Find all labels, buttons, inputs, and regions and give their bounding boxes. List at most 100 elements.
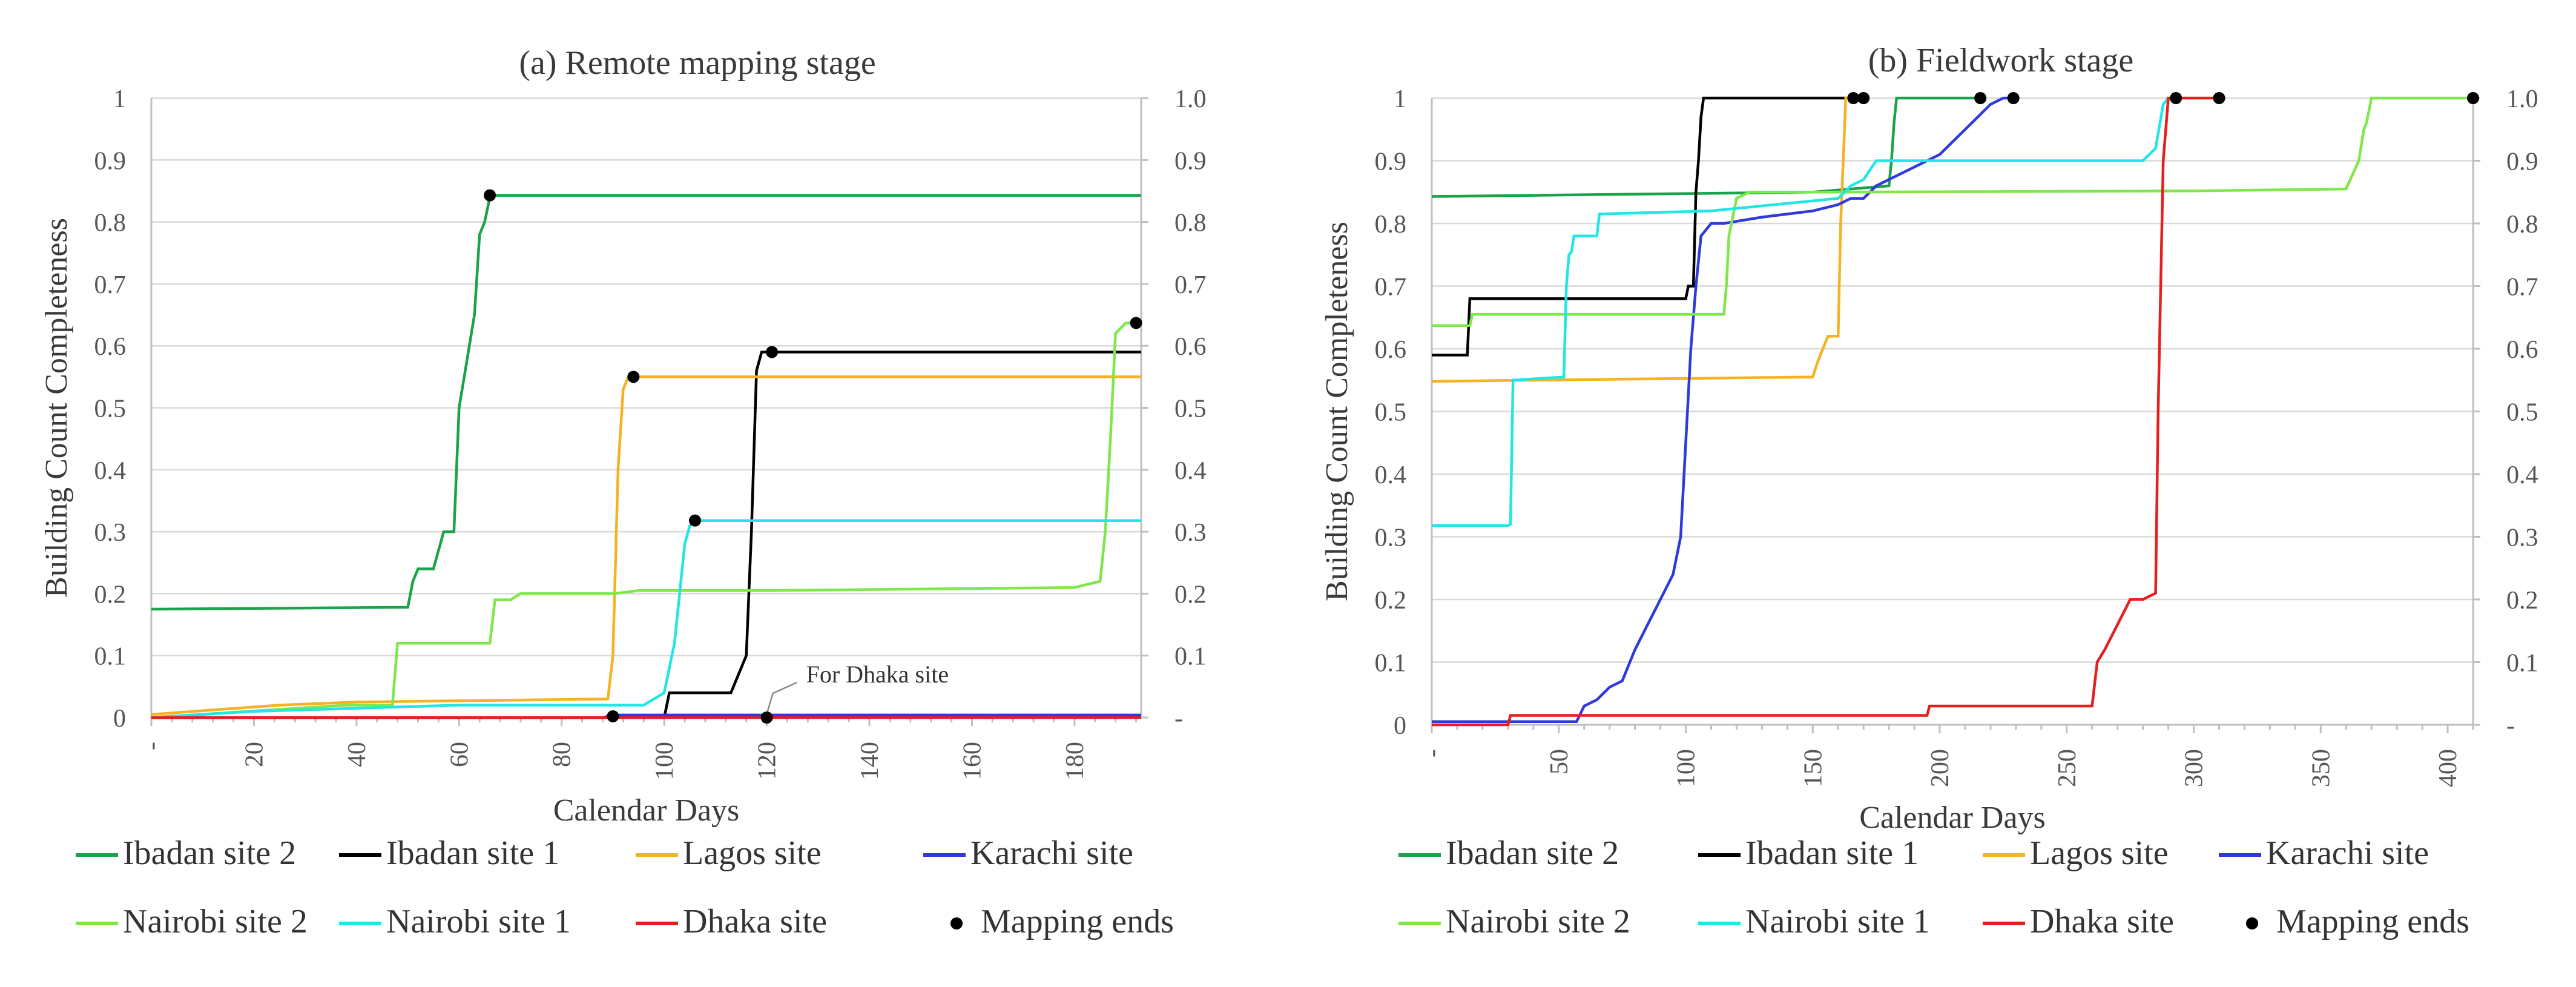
y-tick-label: 0.4 [1375, 461, 1407, 489]
legend-label: Lagos site [683, 834, 822, 872]
legend-label: Ibadan site 1 [386, 834, 559, 872]
mapping-end-marker [2467, 92, 2479, 104]
series-line-nairobi-site-2 [1432, 96, 2473, 327]
legend-label: Mapping ends [2276, 903, 2469, 940]
legend-label: Nairobi site 2 [123, 903, 308, 940]
chart-title: (a) Remote mapping stage [519, 44, 875, 82]
annotation-leader [766, 681, 798, 715]
y-tick-label: 1 [1394, 85, 1406, 113]
legend-item-ibadan-site-2: Ibadan site 2 [1398, 834, 1619, 872]
mapping-end-marker [2213, 92, 2225, 104]
series-line-ibadan-site-2 [151, 194, 1141, 611]
chart-panel-remote-mapping: (a) Remote mapping stage 0 - 0.1 0.1 0.2 0.2 0.… [39, 44, 1207, 828]
legend-item-karachi-site: Karachi site [923, 834, 1133, 872]
y2-tick-label: 0.7 [2506, 274, 2538, 302]
mapping-end-marker [627, 371, 640, 383]
legend-remote-mapping: Ibadan site 2 Ibadan site 1 Lagos site Kara… [76, 834, 1174, 940]
y-tick-label: 0.8 [94, 210, 127, 237]
x-tick-label: 80 [548, 742, 576, 767]
y-tick-label: 0.7 [94, 271, 127, 299]
legend-swatch-dot [950, 917, 963, 929]
y-tick-label: 0.5 [1375, 399, 1407, 427]
y2-tick-label: 0.5 [1174, 395, 1207, 423]
chart-title: (b) Fieldwork stage [1868, 42, 2134, 79]
series-line-nairobi-site-1 [1432, 97, 2170, 527]
mapping-end-marker [2007, 92, 2020, 104]
y-tick-label: 0.6 [94, 333, 127, 361]
x-tick-label: 60 [446, 742, 473, 767]
legend-item-ibadan-site-2: Ibadan site 2 [76, 834, 296, 872]
series-line-ibadan-site-2 [1431, 96, 1981, 198]
y2-tick-label: 0.4 [2506, 461, 2538, 489]
x-tick-label: - [1418, 749, 1446, 758]
x-tick-label: 50 [1546, 749, 1573, 774]
series-line-nairobi-site-2 [151, 322, 1141, 719]
mapping-end-marker [607, 710, 619, 722]
mapping-end-marker [1857, 92, 1870, 104]
x-tick-label: 120 [754, 742, 782, 780]
y2-tick-label: 1.0 [1174, 85, 1207, 113]
x-tick-label: 20 [240, 742, 268, 767]
legend-label: Dhaka site [683, 903, 827, 940]
x-tick-label: - [138, 742, 166, 750]
x-tick-label: 100 [651, 742, 679, 780]
x-tick-label: 100 [1673, 749, 1701, 787]
mapping-end-marker [1847, 92, 1860, 104]
legend-item-lagos-site: Lagos site [636, 834, 822, 872]
x-tick-label: 160 [958, 742, 986, 780]
mapping-end-marker [2170, 92, 2182, 104]
y-tick-label: 0.1 [94, 643, 127, 671]
y-tick-label: 0.4 [94, 457, 127, 485]
y2-tick-label: 0.6 [1174, 333, 1207, 361]
y-tick-label: 0 [1394, 712, 1406, 740]
series-line-nairobi-site-1 [151, 519, 1141, 719]
legend-label: Lagos site [2030, 834, 2169, 872]
y-tick-label: 0.3 [94, 519, 127, 547]
legend-item-nairobi-site-2: Nairobi site 2 [76, 903, 308, 940]
legend-item-mapping-ends: Mapping ends [950, 903, 1174, 940]
y-axis-label: Building Count Completeness [39, 218, 74, 598]
legend-label: Nairobi site 2 [1446, 903, 1630, 940]
y2-tick-label: 0.3 [2506, 524, 2538, 552]
y-tick-label: 0.6 [1375, 336, 1407, 364]
legend-item-nairobi-site-1: Nairobi site 1 [339, 903, 571, 940]
legend-item-ibadan-site-1: Ibadan site 1 [1698, 834, 1919, 872]
mapping-end-marker [1974, 92, 1987, 104]
mapping-end-marker [688, 514, 701, 527]
legend-label: Ibadan site 2 [1446, 834, 1619, 872]
y2-tick-label: 0.1 [2506, 650, 2538, 678]
y2-tick-label: 0.6 [2506, 336, 2538, 364]
y2-tick-label: 0.2 [1174, 581, 1207, 609]
y2-tick-label: 0.2 [2506, 587, 2538, 615]
x-tick-label: 180 [1061, 742, 1089, 780]
y2-tick-label: 0.5 [2506, 399, 2538, 427]
y2-tick-label: - [1174, 705, 1183, 733]
legend-label: Dhaka site [2030, 903, 2174, 940]
x-tick-label: 140 [856, 742, 884, 780]
mapping-end-marker [484, 189, 496, 202]
x-tick-label: 300 [2181, 749, 2209, 787]
legend-item-dhaka-site: Dhaka site [1983, 903, 2174, 940]
y2-tick-label: 0.9 [2506, 148, 2538, 176]
y2-tick-label: - [2506, 712, 2515, 740]
x-axis-label: Calendar Days [1859, 800, 2046, 835]
chart-panel-fieldwork: (b) Fieldwork stage 0 - 0.1 0.1 0.2 0.2 0.3 0.3 0… [1320, 42, 2538, 835]
y2-tick-label: 0.8 [1174, 210, 1207, 237]
y-tick-label: 0.7 [1375, 274, 1407, 302]
y2-tick-label: 0.8 [2506, 211, 2538, 239]
y2-tick-label: 0.9 [1174, 147, 1207, 175]
y2-tick-label: 0.4 [1174, 457, 1207, 485]
x-tick-label: 150 [1799, 749, 1827, 787]
legend-label: Karachi site [2266, 834, 2429, 872]
y-tick-label: 0.8 [1375, 211, 1407, 239]
y-axis-label: Building Count Completeness [1320, 222, 1354, 601]
y-tick-label: 0.9 [94, 147, 127, 175]
series-line-lagos-site [151, 375, 1141, 716]
legend-label: Nairobi site 1 [386, 903, 571, 940]
x-tick-label: 400 [2434, 749, 2462, 787]
y-tick-label: 0 [113, 705, 126, 733]
legend-swatch-dot [2246, 917, 2258, 929]
mapping-end-marker [760, 711, 773, 724]
legend-label: Ibadan site 1 [1745, 834, 1919, 872]
